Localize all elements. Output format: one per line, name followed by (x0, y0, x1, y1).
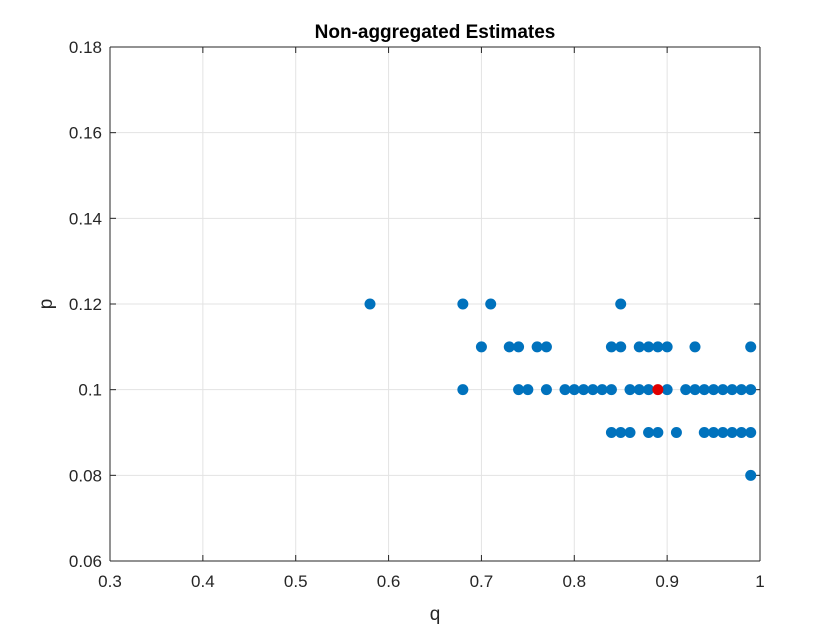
data-point (698, 384, 710, 396)
data-point (652, 427, 664, 438)
data-point (624, 384, 636, 396)
data-point (457, 298, 469, 310)
data-point (503, 341, 515, 353)
data-point (652, 341, 664, 353)
data-point (540, 341, 552, 353)
x-tick-label: 0.6 (377, 572, 401, 591)
data-point (643, 384, 655, 396)
data-point (540, 384, 552, 396)
data-point (708, 427, 720, 438)
data-point (513, 384, 525, 396)
x-tick-label: 0.9 (655, 572, 679, 591)
data-point (717, 384, 729, 396)
data-point (745, 427, 757, 438)
y-tick-label: 0.18 (69, 38, 102, 57)
y-tick-label: 0.12 (69, 295, 102, 314)
data-point (568, 384, 580, 396)
data-point (745, 384, 757, 396)
x-tick-label: 0.8 (562, 572, 586, 591)
data-point (670, 427, 682, 438)
y-tick-label: 0.1 (78, 381, 102, 400)
chart-title: Non-aggregated Estimates (315, 22, 556, 43)
x-tick-label: 1 (755, 572, 764, 591)
x-tick-labels: 0.3 0.4 0.5 0.6 0.7 0.8 0.9 1 (98, 572, 765, 591)
x-tick-label: 0.7 (470, 572, 494, 591)
data-point (587, 384, 599, 396)
data-point (745, 341, 757, 353)
data-point (522, 384, 534, 396)
y-axis-label: p (36, 299, 57, 310)
data-point (605, 384, 617, 396)
data-point (633, 341, 645, 353)
x-tick-label: 0.4 (191, 572, 215, 591)
x-axis-label: q (430, 604, 441, 625)
x-tick-label: 0.3 (98, 572, 122, 591)
data-point (513, 341, 525, 353)
y-tick-label: 0.06 (69, 552, 102, 571)
data-point (578, 384, 590, 396)
data-point (698, 427, 710, 438)
data-point (605, 427, 617, 438)
data-point (457, 384, 469, 396)
data-point (633, 384, 645, 396)
data-point (661, 384, 673, 396)
data-point (726, 427, 738, 438)
data-point (615, 298, 627, 310)
data-point (475, 341, 487, 353)
data-point (605, 341, 617, 353)
data-point (689, 341, 701, 353)
data-points (364, 298, 757, 481)
data-point (708, 384, 720, 396)
data-point (745, 469, 757, 481)
data-point (559, 384, 571, 396)
data-point (717, 427, 729, 438)
data-point (661, 341, 673, 353)
data-point (643, 427, 655, 438)
data-point (624, 427, 636, 438)
data-point (735, 384, 747, 396)
x-tick-label: 0.5 (284, 572, 308, 591)
data-point (531, 341, 543, 353)
aggregate-point (652, 384, 664, 396)
data-point (615, 427, 627, 438)
y-tick-labels: 0.06 0.08 0.1 0.12 0.14 0.16 0.18 (69, 38, 102, 571)
data-point (364, 298, 376, 310)
data-point (485, 298, 497, 310)
y-tick-label: 0.14 (69, 209, 102, 228)
data-point (643, 341, 655, 353)
data-point (615, 341, 627, 353)
y-tick-label: 0.08 (69, 466, 102, 485)
data-point (596, 384, 608, 396)
data-point (735, 427, 747, 438)
data-point (689, 384, 701, 396)
data-point (726, 384, 738, 396)
data-point (680, 384, 692, 396)
y-tick-label: 0.16 (69, 124, 102, 143)
